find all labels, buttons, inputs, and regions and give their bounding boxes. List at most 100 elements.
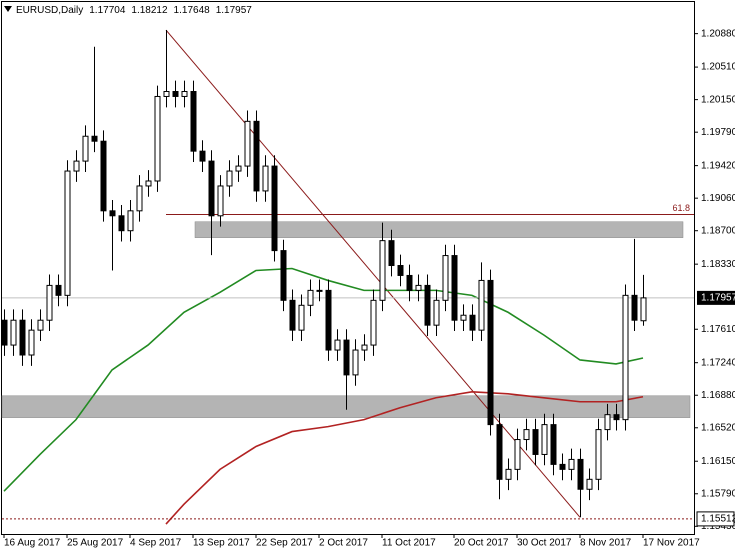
candle-body — [154, 95, 161, 182]
candle-body — [397, 265, 404, 276]
candle-body — [442, 255, 449, 301]
y-tick-label: 1.17240 — [701, 357, 735, 368]
candle-body — [289, 299, 296, 331]
candle-body — [640, 297, 647, 322]
x-tick-label: 2 Oct 2017 — [319, 538, 368, 549]
x-tick-label: 30 Oct 2017 — [517, 538, 572, 549]
y-tick-label: 1.15790 — [701, 488, 735, 499]
candle-body — [550, 424, 557, 465]
candle-body — [307, 289, 314, 306]
candle-body — [19, 319, 26, 356]
candle-body — [622, 294, 629, 421]
candle-body — [379, 240, 386, 301]
y-tick-label: 1.20150 — [701, 94, 735, 105]
candle-body — [208, 160, 215, 217]
candle-body — [460, 314, 467, 321]
candle-body — [469, 314, 476, 331]
candle-body — [586, 478, 593, 490]
candle-body — [298, 304, 305, 331]
trendline — [165, 29, 581, 518]
x-tick-label: 13 Sep 2017 — [193, 538, 250, 549]
header-open: 1.17704 — [89, 5, 126, 16]
candle-body — [604, 414, 611, 431]
candle-body — [343, 339, 350, 376]
y-tick-label: 1.19420 — [701, 160, 735, 171]
x-tick-label: 22 Sep 2017 — [256, 538, 313, 549]
candle-body — [235, 165, 242, 172]
candle-body — [217, 185, 224, 217]
candle-body — [118, 215, 125, 232]
candle-body — [100, 140, 107, 212]
candle-body — [190, 90, 197, 152]
candle-body — [316, 289, 323, 292]
y-tick-label: 1.17610 — [701, 324, 735, 335]
candle-body — [55, 284, 62, 296]
y-tick-label: 1.16520 — [701, 422, 735, 433]
y-tick-label: 1.16150 — [701, 456, 735, 467]
candle-body — [568, 458, 575, 470]
x-tick-label: 8 Nov 2017 — [580, 538, 632, 549]
candle-body — [37, 319, 44, 331]
candle-body — [145, 180, 152, 187]
candle-body — [532, 429, 539, 455]
candle-body — [514, 439, 521, 470]
candle-body — [46, 284, 53, 321]
y-tick-label: 1.20510 — [701, 62, 735, 73]
candle-body — [181, 90, 188, 97]
fib-label: 61.8 — [672, 203, 690, 213]
x-tick-label: 11 Oct 2017 — [382, 538, 436, 549]
x-tick-label: 25 Aug 2017 — [67, 538, 124, 549]
candle-body — [388, 240, 395, 267]
candle-body — [271, 165, 278, 252]
candle-body — [136, 185, 143, 212]
chart-title: EURUSD,Daily — [16, 5, 83, 16]
candle-body — [73, 160, 80, 172]
candle-body — [199, 150, 206, 162]
candle-body — [280, 250, 287, 301]
candle-body — [1, 319, 8, 346]
candle-body — [631, 294, 638, 321]
y-tick-label: 1.18700 — [701, 225, 735, 236]
candle-body — [334, 339, 341, 351]
candle-body — [262, 165, 269, 192]
x-tick-label: 16 Aug 2017 — [4, 538, 61, 549]
header-high: 1.18212 — [131, 5, 168, 16]
plot-frame — [1, 1, 695, 535]
candle-body — [541, 424, 548, 455]
candle-body — [172, 90, 179, 97]
candle-body — [487, 279, 494, 426]
candle-body — [478, 279, 485, 331]
moving-average — [165, 390, 644, 525]
level-tag-label: 1.15512 — [701, 514, 735, 525]
candle-body — [82, 135, 89, 162]
candle-body — [10, 319, 17, 346]
candle-body — [433, 299, 440, 326]
candle-body — [415, 284, 422, 291]
candle-body — [559, 463, 566, 470]
y-tick-label: 1.19790 — [701, 127, 735, 138]
chart-header: EURUSD,Daily 1.17704 1.18212 1.17648 1.17957 — [16, 5, 252, 16]
candle-body — [253, 120, 260, 192]
price-tag — [697, 290, 735, 305]
y-tick-label: 1.18330 — [701, 259, 735, 270]
candle-body — [226, 170, 233, 187]
candle-body — [244, 120, 251, 167]
x-tick-label: 4 Sep 2017 — [130, 538, 182, 549]
candle-body — [595, 429, 602, 480]
header-close: 1.17957 — [216, 5, 253, 16]
candle-body — [505, 468, 512, 480]
y-tick-label: 1.15430 — [701, 521, 735, 532]
x-tick-label: 20 Oct 2017 — [454, 538, 509, 549]
candle-body — [496, 424, 503, 480]
y-tick-label: 1.16880 — [701, 390, 735, 401]
zone — [194, 221, 684, 238]
candle-body — [406, 274, 413, 291]
candle-body — [91, 135, 98, 142]
y-tick-label: 1.19060 — [701, 193, 735, 204]
candle-body — [523, 429, 530, 441]
x-tick-label: 17 Nov 2017 — [643, 538, 700, 549]
candle-body — [370, 299, 377, 346]
candle-body — [28, 329, 35, 356]
